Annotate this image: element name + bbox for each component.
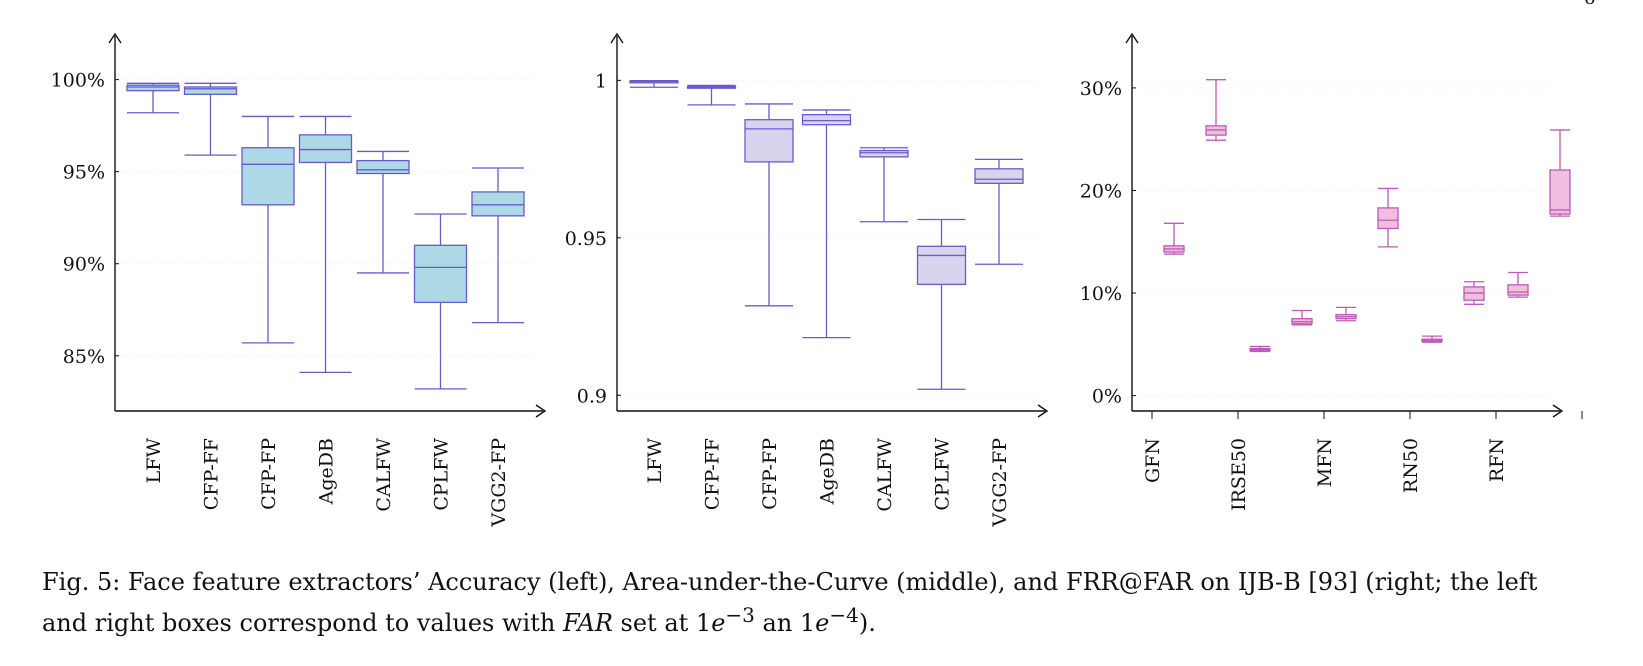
caption-line-1: Fig. 5: Face feature extractors’ Accurac… xyxy=(42,568,1538,596)
caption-e-1: e xyxy=(711,609,726,637)
y-axis-arrow xyxy=(610,32,624,44)
x-tick-label: IRSE50 xyxy=(1228,438,1250,511)
x-axis-arrow xyxy=(1552,404,1564,418)
x-tick-label: CPLFW xyxy=(932,438,954,511)
caption-line-2b: set at 1 xyxy=(612,609,712,637)
box-body-4-0 xyxy=(1507,284,1529,296)
box-body-5 xyxy=(916,245,967,286)
box-body-0 xyxy=(126,84,180,92)
box-body-1 xyxy=(183,86,238,95)
x-tick-label: GFN xyxy=(1142,438,1164,483)
y-tick-label: 20% xyxy=(1080,180,1122,202)
figure-caption: Fig. 5: Face feature extractors’ Accurac… xyxy=(42,566,1602,640)
caption-e-2: e xyxy=(815,609,830,637)
x-tick-label: CALFW xyxy=(874,438,896,512)
box-body-3 xyxy=(801,114,852,126)
box-body-4 xyxy=(356,159,410,175)
box-body-5 xyxy=(413,244,468,304)
y-tick-label: 95% xyxy=(63,162,105,184)
box-body-6 xyxy=(471,191,525,217)
box-body-2 xyxy=(241,147,295,206)
x-tick-label: CALFW xyxy=(373,438,395,512)
y-tick-label: 10% xyxy=(1080,283,1122,305)
x-tick-label: CFP-FP xyxy=(258,438,280,510)
chart-panel-2: 0.9 0.95 1 LFW CFP-FF CFP-FP AgeDB CALFW CPLFW VG… xyxy=(565,36,1045,528)
y-axis-arrow xyxy=(1125,32,1139,44)
caption-line-2d: ). xyxy=(858,609,876,637)
box-body-2-1 xyxy=(1377,207,1399,230)
x-tick-label: CFP-FP xyxy=(759,438,781,510)
caption-exponent-1: −3 xyxy=(725,603,755,627)
x-tick-label: VGG2-FP xyxy=(488,438,510,528)
box-body-6 xyxy=(974,168,1024,184)
box-body-4 xyxy=(859,149,909,158)
x-tick-label: AgeDB xyxy=(817,438,839,505)
box-body-2 xyxy=(744,119,794,163)
x-tick-label: CFP-FF xyxy=(702,438,724,510)
caption-line-2a: and right boxes correspond to values wit… xyxy=(42,609,563,637)
chart-panel-3: 0% 10% 20% 30% GFN IRSE50 MFN RN50 RFN xyxy=(1080,36,1583,511)
x-axis-arrow xyxy=(1037,404,1049,418)
y-tick-label: 0.9 xyxy=(577,385,607,407)
x-tick-label: AgeDB xyxy=(316,438,338,505)
chart-panel-1: 85% 90% 95% 100% LFW CFP-FF CFP-FP AgeDB CALFW CP… xyxy=(51,36,543,528)
y-tick-label: 0% xyxy=(1092,386,1122,408)
box-body-4-1 xyxy=(1549,169,1571,215)
y-tick-label: 85% xyxy=(63,346,105,368)
x-tick-label: CPLFW xyxy=(431,438,453,511)
caption-far-variable: FAR xyxy=(562,609,613,637)
caption-line-2c: an 1 xyxy=(754,609,816,637)
x-tick-label: RFN xyxy=(1486,438,1508,482)
x-tick-label: MFN xyxy=(1314,438,1336,487)
x-tick-label: RN50 xyxy=(1400,438,1422,493)
caption-exponent-2: −4 xyxy=(829,603,859,627)
y-tick-label: 90% xyxy=(63,254,105,276)
x-tick-label: VGG2-FP xyxy=(989,438,1011,528)
y-tick-label: 1 xyxy=(595,70,607,92)
x-axis-arrow xyxy=(535,404,547,418)
y-axis-arrow xyxy=(108,32,122,44)
x-tick-label: LFW xyxy=(644,438,666,484)
y-tick-label: 0.95 xyxy=(565,228,607,250)
y-tick-label: 100% xyxy=(51,70,105,92)
x-tick-label: LFW xyxy=(143,438,165,484)
page-number: 6 xyxy=(1584,0,1595,9)
y-tick-label: 30% xyxy=(1080,78,1122,100)
x-tick-label: CFP-FF xyxy=(201,438,223,510)
box-body-3 xyxy=(298,134,353,164)
